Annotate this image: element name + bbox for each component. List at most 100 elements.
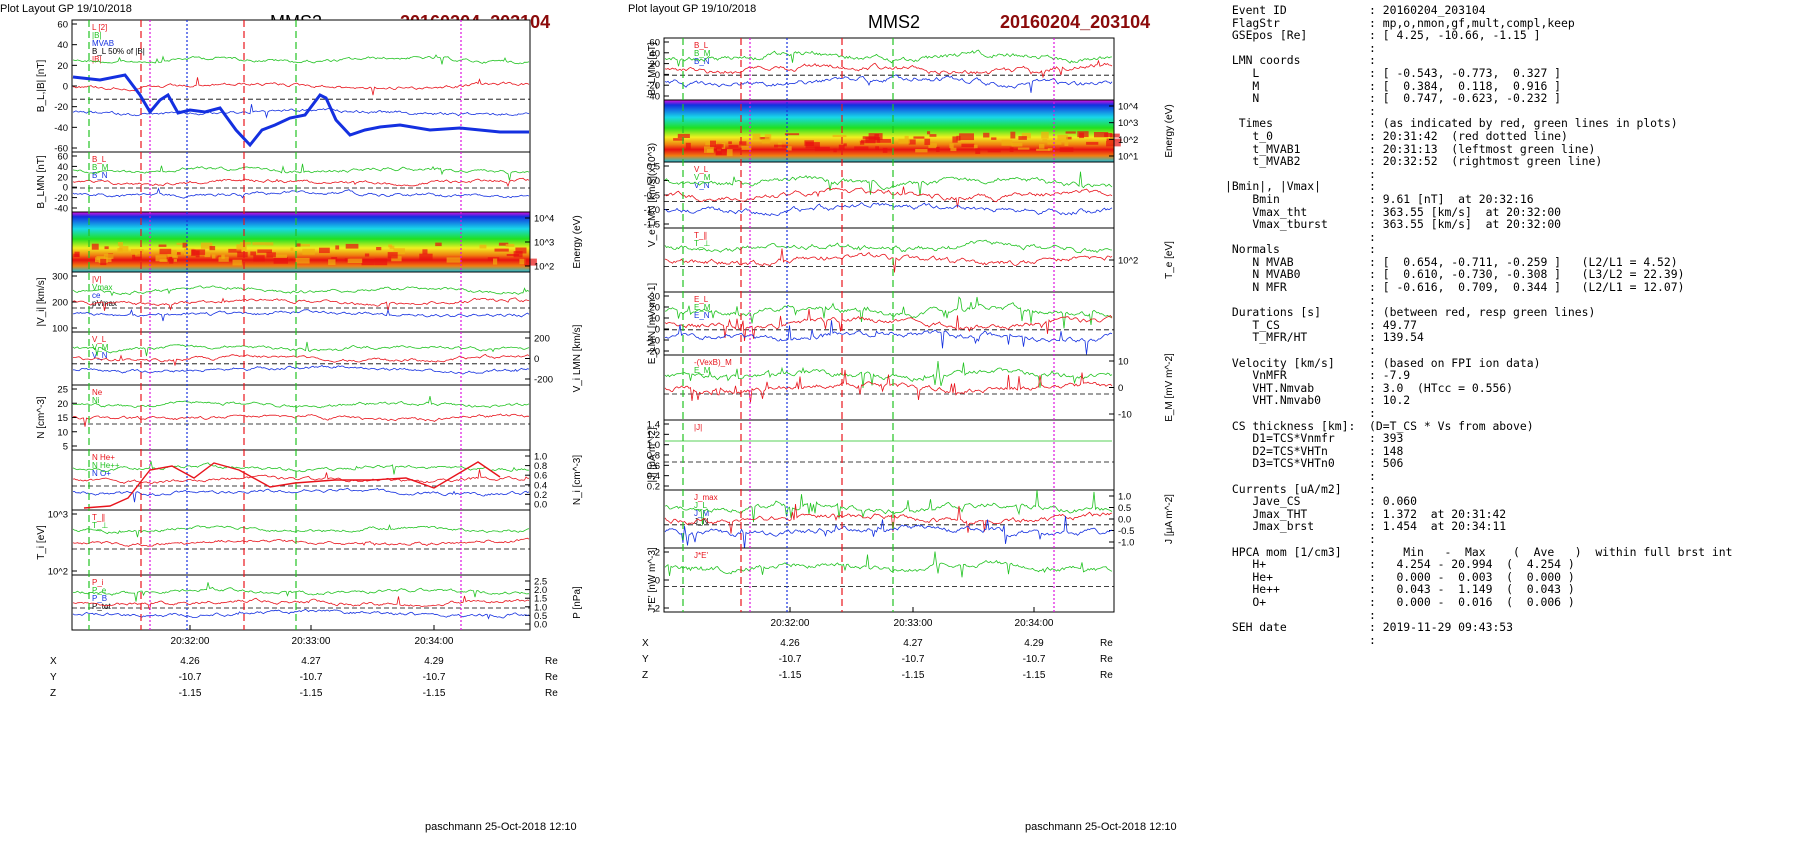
spectrogram-patch xyxy=(728,141,732,145)
plot-layout-header: Plot Layout GP 19/10/2018 xyxy=(0,3,132,15)
y-tick-label: 200 xyxy=(534,334,550,345)
spectrogram-patch xyxy=(759,137,770,140)
x-tick-label: 20:34:00 xyxy=(415,636,454,647)
spectrogram-patch xyxy=(493,258,498,265)
legend-entry: pVmax xyxy=(92,299,117,308)
legend-entry: E_L xyxy=(694,295,709,304)
series-trace xyxy=(664,515,1113,549)
spectrogram-patch xyxy=(494,248,509,252)
legend-entry: B_L xyxy=(92,155,107,164)
y-tick-label: 100 xyxy=(52,324,68,335)
legend-entry: -(VexB)_M xyxy=(694,358,732,367)
spectrogram-patch xyxy=(973,144,978,149)
y-tick-label: 20 xyxy=(57,399,68,410)
series-trace xyxy=(664,296,1113,329)
spectrogram-patch xyxy=(513,251,523,258)
series-trace xyxy=(72,582,530,602)
x-tick-label: 20:33:00 xyxy=(894,618,933,629)
spectrogram-patch xyxy=(987,149,1001,153)
orbit-unit: Re xyxy=(1100,638,1113,649)
legend-entry: B_M xyxy=(92,163,109,172)
panel-8: 10^3 10^2T_i [eV] T_∥T_⊥ xyxy=(36,509,531,578)
orbit-unit: Re xyxy=(545,672,558,683)
legend-entry: E_N xyxy=(694,311,710,320)
spectrogram-patch xyxy=(519,258,526,265)
legend-entry: V_L xyxy=(92,335,107,344)
y-tick-label: -40 xyxy=(54,123,68,134)
y-axis-label-right: E_M [mV m^-2] xyxy=(1164,353,1175,422)
spectrogram-patch xyxy=(435,242,442,247)
spectrogram-patch xyxy=(739,141,747,146)
spectrogram-patch xyxy=(983,132,990,138)
y-tick-label: 60 xyxy=(649,38,660,49)
series-trace xyxy=(72,308,530,322)
spectrogram-patch xyxy=(505,243,515,247)
spectrogram-patch xyxy=(273,254,288,258)
orbit-unit: Re xyxy=(1100,654,1113,665)
spectrogram-patch xyxy=(134,256,142,260)
spectrogram-patch xyxy=(173,258,177,262)
panel-8: 1.00.50.0-0.5-1.0 J [μA m^-2]J_maxJ_LJ_MJ… xyxy=(663,489,1175,549)
orbit-value: -1.15 xyxy=(423,688,446,699)
y-tick-label: 1.2 xyxy=(647,430,660,441)
footer-credit: paschmann 25-Oct-2018 12:10 xyxy=(1025,821,1177,833)
y-tick-label: 10^1 xyxy=(1118,152,1138,163)
series-trace xyxy=(72,177,530,188)
y-tick-label: 60 xyxy=(57,20,68,31)
y-tick-label: 10^2 xyxy=(534,262,554,273)
spectrogram-patch xyxy=(1039,143,1045,149)
spectrogram-patch xyxy=(422,249,428,255)
spectrogram-patch xyxy=(728,144,739,148)
series-trace xyxy=(664,186,1113,208)
panel-background xyxy=(664,162,1114,228)
panel-9: 2.52.01.51.00.50.0 P [nPa] P_iP_eP_BP_tot xyxy=(71,574,583,631)
legend-entry: Ne xyxy=(92,388,103,397)
legend-entry: J*E' xyxy=(694,551,708,560)
y-tick-label: 1.0 xyxy=(1118,492,1131,503)
spectrogram-patch xyxy=(391,256,402,262)
legend-entry: V_L xyxy=(694,165,709,174)
spectrogram-patch xyxy=(1011,142,1023,147)
spectrogram-patch xyxy=(1009,147,1014,152)
orbit-row-label: Z xyxy=(642,670,648,681)
y-tick-label: 0 xyxy=(1118,383,1123,394)
series-trace xyxy=(72,104,530,119)
orbit-row-label: Y xyxy=(642,654,649,665)
legend-entry: T_⊥ xyxy=(92,521,108,530)
spectrogram-patch xyxy=(854,146,869,150)
spectrogram-patch xyxy=(975,148,981,154)
spectrogram-patch xyxy=(393,248,405,255)
spectrogram-patch xyxy=(928,143,937,148)
legend-entry: J_N xyxy=(694,517,708,526)
spectrogram-patch xyxy=(106,257,112,263)
spectrogram-patch xyxy=(741,145,752,150)
spectrogram-patch xyxy=(786,146,792,151)
y-tick-label: 10^2 xyxy=(1118,135,1138,146)
orbit-row-label: X xyxy=(50,656,57,667)
y-tick-label: 10 xyxy=(649,314,660,325)
y-tick-label: 30 xyxy=(649,292,660,303)
footer-credit: paschmann 25-Oct-2018 12:10 xyxy=(425,821,577,833)
spectrogram-patch xyxy=(209,246,216,251)
event-parameters-text: Event ID : 20160204_203104 FlagStr : mp,… xyxy=(1225,4,1733,647)
spectrogram-patch xyxy=(1066,136,1072,140)
y-tick-label: 0.2 xyxy=(534,490,547,501)
panel-3: 10^4 10^3 10^2 Energy (eV) xyxy=(71,211,583,273)
spectrogram-patch xyxy=(335,245,340,250)
spectrogram-patch xyxy=(237,251,248,258)
legend-entry: T_∥ xyxy=(694,231,707,240)
spectrogram-patch xyxy=(1036,148,1050,151)
spectrogram-patch xyxy=(361,259,375,266)
spectrogram-patch xyxy=(1106,140,1121,147)
spectrogram-patch xyxy=(877,139,891,143)
y-axis-label: E_LMN [mV m^-1] xyxy=(647,283,658,365)
spectrogram-patch xyxy=(959,133,974,141)
legend-entry: E_M xyxy=(694,366,711,375)
y-tick-label: 0.0 xyxy=(647,176,660,187)
spectrogram-patch xyxy=(221,254,225,259)
y-tick-label: -1.5 xyxy=(644,220,660,231)
legend-entry: B_L 50% of |B| xyxy=(92,47,145,56)
spectrogram-patch xyxy=(446,257,461,263)
orbit-value: 4.26 xyxy=(780,638,800,649)
